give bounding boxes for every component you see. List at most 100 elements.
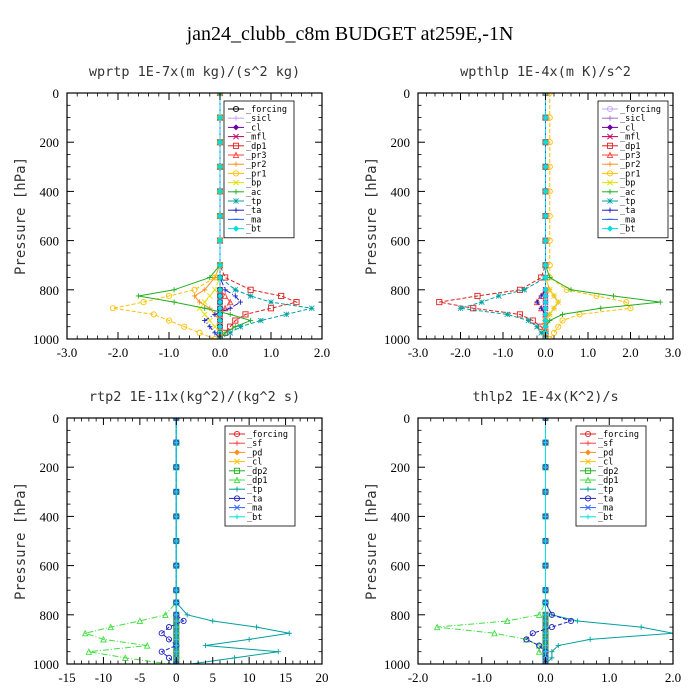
- y-tick-label: 1000: [384, 332, 410, 347]
- legend-label: _cl: [246, 123, 261, 133]
- y-tick-label: 600: [40, 234, 60, 249]
- legend-item: _forcing: [229, 430, 288, 440]
- legend-label: _bt: [598, 513, 613, 523]
- x-tick-label: 1.0: [580, 345, 596, 360]
- legend-label: _forcing: [598, 430, 639, 440]
- legend-label: _ta: [620, 206, 635, 216]
- legend-label: _dp2: [598, 467, 618, 477]
- series-line-dp1: [439, 93, 546, 339]
- series-line-pr1: [112, 93, 221, 339]
- legend-item: _bp: [228, 179, 261, 189]
- y-axis-label: Pressure [hPa]: [364, 482, 380, 600]
- panel-title: wprtp 1E-7x(m kg)/(s^2 kg): [89, 64, 300, 80]
- x-tick-label: 0: [173, 670, 180, 685]
- y-tick-label: 800: [391, 608, 411, 623]
- legend-label: _sf: [598, 439, 613, 449]
- legend: _forcing_sf_pd_cl_dp2_dp1_tp_ta_ma_bt: [575, 425, 647, 527]
- series-group: [81, 418, 292, 664]
- legend-label: _ma: [598, 504, 613, 514]
- legend-label: _tp: [247, 485, 262, 495]
- legend-label: _forcing: [620, 105, 661, 115]
- series-line-tp: [460, 93, 546, 339]
- x-tick-label: 3.0: [665, 345, 681, 360]
- panel-3: rtp2 1E-11x(kg^2)/(kg^2 s) Pressure [hPa]…: [13, 389, 329, 685]
- legend-item: _dp2: [229, 467, 267, 477]
- legend-item: _sf: [229, 439, 262, 449]
- legend-label: _cl: [247, 458, 262, 468]
- legend-item: _pd: [229, 448, 262, 458]
- legend-label: _bt: [246, 225, 261, 235]
- x-tick-label: 15: [279, 670, 292, 685]
- legend-item: _tp: [228, 197, 261, 207]
- legend-item: _ma: [229, 504, 262, 514]
- series-points-ta: [158, 418, 187, 664]
- legend-label: _cl: [598, 458, 613, 468]
- legend-item: _sf: [580, 439, 613, 449]
- legend: _forcing_sf_pd_cl_dp2_dp1_tp_ta_ma_bt: [224, 425, 296, 527]
- y-tick-label: 200: [391, 460, 411, 475]
- legend-item: _pr2: [602, 160, 640, 170]
- legend-item: _bt: [229, 513, 262, 523]
- x-tick-label: 1.0: [601, 670, 617, 685]
- y-tick-label: 600: [391, 234, 411, 249]
- y-axis-label: Pressure [hPa]: [13, 482, 29, 600]
- legend-item: _ta: [228, 206, 261, 216]
- legend-label: _ta: [598, 494, 613, 504]
- figure-title: jan24_clubb_c8m BUDGET at259E,-1N: [186, 23, 514, 45]
- legend-label: _pr2: [620, 160, 640, 170]
- legend-item: _ma: [602, 215, 635, 225]
- x-tick-label: 0.0: [212, 345, 228, 360]
- legend-item: _cl: [228, 123, 261, 133]
- legend-label: _pr1: [620, 169, 640, 179]
- legend-label: _ta: [247, 494, 262, 504]
- series-line-dp1: [437, 418, 546, 664]
- legend-item: _ac: [602, 188, 635, 198]
- legend-label: _sicl: [620, 114, 646, 124]
- legend-item: _ta: [580, 494, 613, 504]
- x-tick-label: 1.0: [263, 345, 279, 360]
- series-points-pr1: [109, 93, 224, 339]
- legend-label: _dp2: [247, 467, 267, 477]
- y-tick-label: 0: [53, 86, 60, 101]
- y-tick-label: 1000: [33, 332, 59, 347]
- x-tick-label: 0.0: [537, 670, 553, 685]
- legend-item: _tp: [602, 197, 635, 207]
- y-tick-label: 0: [404, 411, 411, 426]
- series-group: [436, 93, 663, 339]
- legend-label: _tp: [246, 197, 261, 207]
- legend-label: _tp: [620, 197, 635, 207]
- legend-label: _pr1: [246, 169, 266, 179]
- x-tick-label: -2.0: [108, 345, 129, 360]
- legend-item: _ma: [228, 215, 261, 225]
- y-tick-label: 800: [40, 283, 60, 298]
- legend-item: _ac: [228, 188, 261, 198]
- legend-item: _forcing: [228, 105, 287, 115]
- legend-item: _mfl: [602, 133, 640, 143]
- series-line-ta: [525, 418, 573, 664]
- y-tick-label: 400: [40, 509, 60, 524]
- legend-item: _ma: [580, 504, 613, 514]
- series-group: [433, 418, 673, 664]
- series-points-dp1: [433, 418, 549, 664]
- legend-label: _bt: [247, 513, 262, 523]
- legend: _forcing_sicl_cl_mfl_dp1_pr3_pr2_pr1_bp_…: [597, 100, 669, 239]
- y-tick-label: 600: [40, 559, 60, 574]
- x-tick-label: 2.0: [622, 345, 638, 360]
- y-tick-label: 800: [391, 283, 411, 298]
- legend-label: _bp: [620, 179, 635, 189]
- legend-item: _dp1: [602, 142, 640, 152]
- x-tick-label: -10: [95, 670, 112, 685]
- x-tick-label: 20: [316, 670, 329, 685]
- y-tick-label: 800: [40, 608, 60, 623]
- legend-label: _pr3: [620, 151, 640, 161]
- series-line-dp1: [83, 418, 177, 664]
- legend-item: _forcing: [602, 105, 661, 115]
- y-tick-label: 1000: [33, 657, 59, 672]
- series-line-bp: [198, 93, 221, 339]
- legend-item: _bt: [602, 225, 635, 235]
- legend-label: _cl: [620, 123, 635, 133]
- legend-item: _sicl: [602, 114, 646, 124]
- x-tick-label: 10: [243, 670, 256, 685]
- series-points-bt: [216, 93, 224, 339]
- legend-item: _bt: [228, 225, 261, 235]
